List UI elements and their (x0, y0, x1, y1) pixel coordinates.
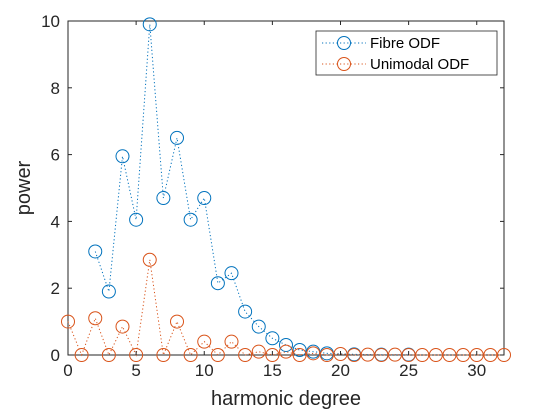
series-0 (88, 17, 416, 362)
data-point (238, 348, 253, 362)
data-point (61, 314, 75, 329)
data-point (388, 347, 402, 362)
legend: Fibre ODF Unimodal ODF (315, 30, 498, 76)
data-point (210, 276, 225, 291)
series-line (94, 24, 409, 356)
x-tick-label: 10 (195, 361, 214, 380)
legend-label: Unimodal ODF (370, 56, 469, 73)
data-point (142, 17, 157, 32)
y-tick-label: 2 (51, 279, 60, 298)
data-point (88, 311, 103, 326)
legend-entry: Unimodal ODF (322, 56, 469, 73)
series-1 (61, 252, 511, 362)
legend-label: Fibre ODF (370, 35, 440, 52)
x-tick-label: 5 (131, 361, 140, 380)
data-point (88, 244, 103, 259)
data-point (224, 266, 239, 281)
legend-entry: Fibre ODF (322, 35, 440, 52)
data-point (251, 344, 266, 359)
data-point (183, 348, 198, 362)
data-point (197, 191, 212, 206)
x-axis-label: harmonic degree (211, 388, 361, 410)
data-point (156, 191, 171, 206)
y-tick-label: 6 (51, 146, 60, 165)
legend-entries: Fibre ODF Unimodal ODF (322, 35, 469, 73)
data-point (497, 348, 511, 362)
plot-area (67, 20, 505, 356)
data-point (115, 319, 130, 334)
data-point (210, 348, 225, 362)
data-point (183, 212, 198, 227)
y-tick-label: 8 (51, 79, 60, 98)
data-point (401, 348, 416, 362)
data-point (74, 348, 89, 362)
data-point (415, 348, 430, 362)
data-point (170, 130, 184, 145)
x-tick-label: 0 (63, 361, 72, 380)
data-point (238, 304, 253, 319)
data-point (456, 348, 471, 362)
data-point (333, 346, 348, 361)
data-point (101, 284, 116, 299)
y-tick-label: 0 (51, 346, 60, 365)
data-point (170, 314, 184, 329)
legend-marker (337, 57, 351, 71)
series-line (67, 259, 504, 357)
x-tick-label: 15 (263, 361, 282, 380)
data-point (442, 348, 457, 362)
data-point (279, 344, 293, 359)
x-tick-label: 30 (467, 361, 486, 380)
data-point (129, 348, 144, 362)
x-tick-label: 25 (399, 361, 418, 380)
data-point (360, 347, 375, 362)
data-point (101, 348, 116, 362)
data-point (319, 348, 334, 362)
data-point (428, 348, 443, 362)
y-axis-label: power (13, 160, 35, 215)
x-tick-label: 20 (331, 361, 350, 380)
data-point (224, 334, 239, 349)
data-point (156, 348, 171, 362)
data-point (292, 348, 307, 362)
data-point (483, 348, 498, 362)
data-point (115, 149, 130, 164)
data-point (306, 346, 321, 361)
data-point (129, 212, 144, 227)
data-point (347, 348, 362, 362)
data-point (265, 331, 280, 346)
data-point (251, 319, 266, 334)
series-layer (61, 17, 511, 362)
y-tick-label: 10 (41, 12, 60, 31)
legend-box (315, 30, 498, 76)
data-point (374, 348, 389, 362)
data-point (197, 334, 212, 349)
axes-box (67, 20, 505, 356)
y-tick-label: 4 (51, 212, 60, 231)
data-point (469, 348, 484, 362)
data-point (279, 337, 293, 352)
tick-layer: 0 5 10 15 20 25 30 0 2 4 6 8 10 (41, 12, 504, 380)
legend-marker (337, 36, 351, 50)
data-point (142, 252, 157, 267)
data-point (292, 342, 307, 357)
data-point (265, 348, 280, 362)
